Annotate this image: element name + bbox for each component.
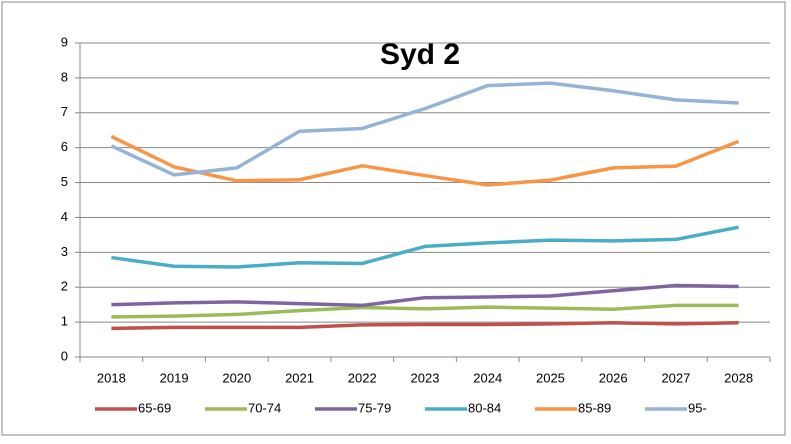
x-tick-label: 2024 bbox=[473, 370, 502, 385]
y-tick-label: 2 bbox=[61, 279, 68, 294]
series-line bbox=[111, 225, 739, 269]
x-tick-label: 2025 bbox=[536, 370, 565, 385]
y-tick-label: 7 bbox=[61, 104, 68, 119]
legend-label: 65-69 bbox=[138, 400, 171, 415]
x-tick-label: 2028 bbox=[724, 370, 753, 385]
y-tick-label: 5 bbox=[61, 174, 68, 189]
series-line bbox=[110, 134, 740, 187]
chart-border bbox=[1, 1, 786, 436]
y-tick-label: 1 bbox=[61, 314, 68, 329]
y-tick-label: 9 bbox=[61, 34, 68, 49]
legend-label: 75-79 bbox=[358, 400, 391, 415]
y-tick-label: 0 bbox=[61, 348, 68, 363]
series-line bbox=[111, 303, 739, 319]
y-tick-label: 6 bbox=[61, 139, 68, 154]
legend-label: 70-74 bbox=[248, 400, 281, 415]
legend-label: 80-84 bbox=[468, 400, 501, 415]
x-tick-label: 2022 bbox=[348, 370, 377, 385]
x-tick-label: 2026 bbox=[599, 370, 628, 385]
legend-label: 95- bbox=[688, 400, 707, 415]
x-tick-label: 2027 bbox=[661, 370, 690, 385]
x-tick-label: 2018 bbox=[97, 370, 126, 385]
series-line bbox=[110, 81, 739, 177]
y-tick-label: 3 bbox=[61, 244, 68, 259]
x-tick-label: 2019 bbox=[160, 370, 189, 385]
x-tick-label: 2021 bbox=[285, 370, 314, 385]
series-line bbox=[111, 321, 739, 331]
legend-label: 85-89 bbox=[578, 400, 611, 415]
y-tick-label: 4 bbox=[61, 209, 68, 224]
series-line bbox=[111, 283, 739, 308]
y-tick-label: 8 bbox=[61, 69, 68, 84]
x-tick-label: 2020 bbox=[222, 370, 251, 385]
x-tick-label: 2023 bbox=[411, 370, 440, 385]
